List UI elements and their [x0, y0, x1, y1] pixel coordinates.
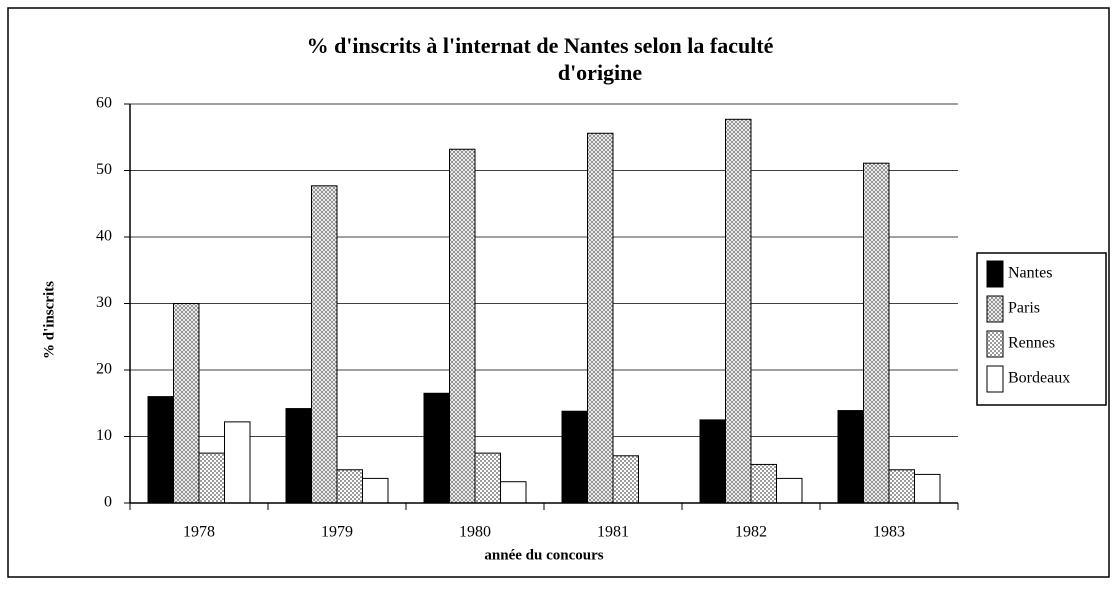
y-tick-label: 30 [96, 294, 112, 311]
legend-label: Rennes [1008, 335, 1055, 352]
x-tick-label: 1981 [597, 524, 629, 541]
bar [500, 481, 527, 504]
bar [776, 477, 803, 504]
bar [423, 392, 450, 504]
y-tick-label: 10 [96, 427, 112, 444]
bar [699, 419, 726, 504]
bar [612, 455, 639, 504]
legend-label: Nantes [1008, 265, 1052, 282]
bar [449, 148, 476, 504]
bar [147, 396, 174, 504]
x-tick-label: 1983 [873, 524, 905, 541]
y-tick-label: 60 [96, 95, 112, 112]
legend-label: Paris [1008, 300, 1040, 317]
bar [285, 408, 312, 504]
bar [837, 410, 864, 504]
x-tick-label: 1978 [183, 524, 215, 541]
chart-title: % d'inscrits à l'internat de Nantes selo… [307, 33, 774, 58]
bar [750, 463, 777, 504]
bar [224, 421, 251, 504]
bar [198, 452, 225, 504]
y-tick-label: 50 [96, 161, 112, 178]
bar [561, 410, 588, 504]
legend-swatch [986, 330, 1004, 358]
bar [587, 132, 614, 504]
chart-title: d'origine [558, 60, 643, 85]
bar [311, 185, 338, 504]
x-tick-label: 1982 [735, 524, 767, 541]
legend-label: Bordeaux [1008, 370, 1070, 387]
bar [362, 477, 389, 504]
bar [725, 118, 752, 504]
y-tick-label: 20 [96, 361, 112, 378]
bar [173, 303, 200, 504]
bar [474, 452, 501, 504]
y-tick-label: 40 [96, 228, 112, 245]
bar [914, 473, 941, 504]
legend-swatch [986, 365, 1004, 393]
x-tick-label: 1980 [459, 524, 491, 541]
bar [336, 469, 363, 504]
y-tick-label: 0 [104, 494, 112, 511]
x-tick-label: 1979 [321, 524, 353, 541]
x-axis-label: année du concours [484, 547, 603, 563]
y-axis-label: % d'inscrits [41, 281, 57, 359]
bar [888, 469, 915, 504]
legend-swatch [986, 295, 1004, 323]
bar [863, 162, 890, 504]
legend-swatch [986, 260, 1004, 288]
